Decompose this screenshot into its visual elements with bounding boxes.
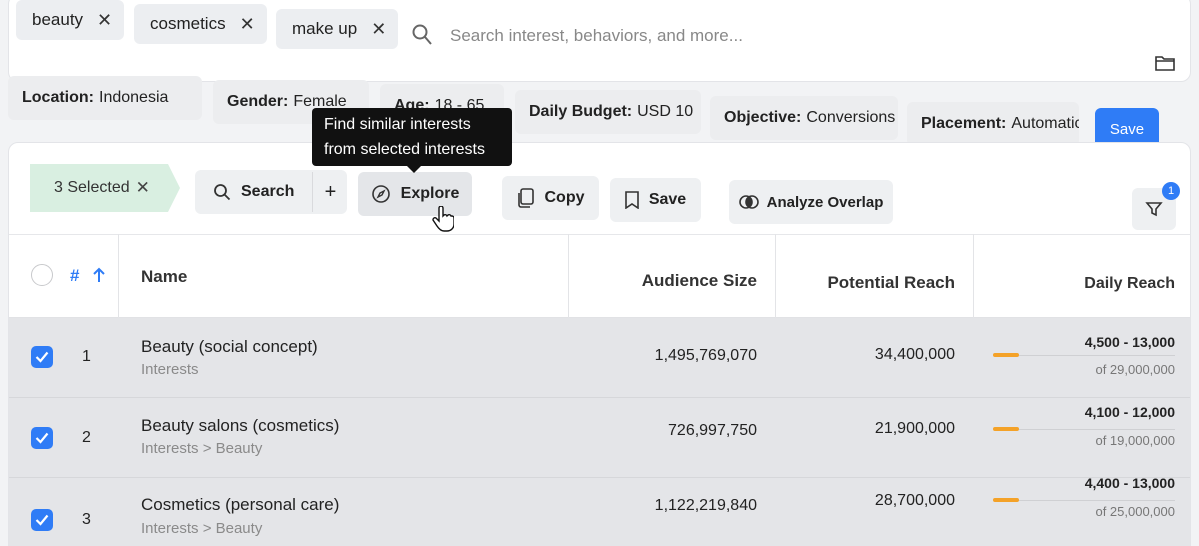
filter-count-badge: 1 bbox=[1162, 182, 1180, 200]
copy-icon bbox=[517, 188, 534, 208]
tag-label: make up bbox=[292, 19, 358, 38]
index-header-label: # bbox=[70, 266, 80, 285]
interest-path: Interests bbox=[141, 361, 199, 378]
chip-label: Objective: bbox=[724, 109, 802, 126]
chip-value: Automatic bbox=[1011, 115, 1079, 132]
potential-reach-value: 34,400,000 bbox=[874, 346, 955, 363]
row-index: 1 bbox=[82, 348, 91, 365]
close-icon[interactable]: ✕ bbox=[239, 13, 255, 34]
audience-size-value: 1,122,219,840 bbox=[654, 497, 757, 514]
search-button-label: Search bbox=[241, 183, 295, 200]
selected-count-chip[interactable]: 3 Selected ✕ bbox=[30, 164, 180, 212]
interest-path: Interests > Beauty bbox=[141, 520, 263, 537]
chip-label: Placement: bbox=[921, 115, 1007, 132]
select-all-checkbox[interactable] bbox=[31, 264, 53, 286]
checkmark-icon bbox=[35, 351, 49, 363]
interest-name[interactable]: Beauty salons (cosmetics) bbox=[141, 416, 340, 435]
copy-button-label: Copy bbox=[544, 189, 585, 206]
chip-value: USD 10 bbox=[637, 103, 694, 120]
index-column-header[interactable]: # bbox=[70, 266, 79, 286]
checkmark-icon bbox=[35, 514, 49, 526]
daily-reach-bar bbox=[993, 498, 1019, 502]
explore-button[interactable]: Explore bbox=[358, 172, 472, 216]
table-row[interactable] bbox=[9, 398, 1190, 478]
chip-label: Daily Budget: bbox=[529, 103, 633, 120]
chip-value: Indonesia bbox=[99, 89, 169, 106]
table-row[interactable] bbox=[9, 478, 1190, 546]
daily-reach-track bbox=[1015, 355, 1175, 356]
daily-reach-column-header[interactable]: Daily Reach bbox=[1084, 275, 1175, 292]
tag-make-up[interactable]: make up ✕ bbox=[276, 9, 399, 49]
daily-reach-total: of 25,000,000 bbox=[1095, 504, 1175, 519]
daily-reach-track bbox=[1015, 500, 1175, 501]
checkmark-icon bbox=[35, 432, 49, 444]
name-column-header[interactable]: Name bbox=[141, 267, 188, 286]
interest-name[interactable]: Beauty (social concept) bbox=[141, 337, 318, 356]
potential-reach-value: 28,700,000 bbox=[874, 492, 955, 509]
row-checkbox[interactable] bbox=[31, 427, 53, 449]
clear-selection-icon[interactable]: ✕ bbox=[135, 178, 150, 197]
filter-icon bbox=[1145, 202, 1163, 217]
placement-chip[interactable]: Placement: Automatic bbox=[907, 102, 1079, 146]
tag-label: beauty bbox=[32, 10, 84, 29]
tag-label: cosmetics bbox=[150, 14, 226, 33]
daily-reach-bar bbox=[993, 427, 1019, 431]
save-button[interactable]: Save bbox=[610, 178, 701, 222]
search-icon bbox=[214, 184, 231, 201]
plus-icon: + bbox=[324, 180, 337, 203]
table-header bbox=[9, 234, 1190, 318]
add-plus-button[interactable]: + bbox=[314, 170, 347, 214]
compass-icon bbox=[371, 185, 390, 203]
tooltip-line: from selected interests bbox=[324, 141, 485, 158]
objective-chip[interactable]: Objective: Conversions bbox=[710, 96, 898, 140]
interest-name[interactable]: Cosmetics (personal care) bbox=[141, 495, 340, 514]
potential-reach-value: 21,900,000 bbox=[874, 420, 955, 437]
search-icon bbox=[412, 24, 432, 45]
save-button-label: Save bbox=[648, 191, 687, 208]
daily-reach-bar bbox=[993, 353, 1019, 357]
row-index: 2 bbox=[82, 429, 91, 446]
chip-label: Location: bbox=[22, 89, 94, 106]
tag-beauty[interactable]: beauty ✕ bbox=[16, 0, 125, 40]
daily-reach-range: 4,400 - 13,000 bbox=[1084, 475, 1175, 491]
audience-size-value: 726,997,750 bbox=[668, 422, 757, 439]
close-icon[interactable]: ✕ bbox=[97, 9, 113, 30]
potential-reach-column-header[interactable]: Potential Reach bbox=[827, 273, 955, 292]
interest-path: Interests > Beauty bbox=[141, 440, 263, 457]
explore-tooltip: Find similar interests from selected int… bbox=[312, 108, 512, 166]
search-button[interactable]: Search bbox=[195, 170, 347, 214]
sort-ascending-icon[interactable] bbox=[93, 267, 105, 283]
row-index: 3 bbox=[82, 511, 91, 528]
analyze-overlap-label: Analyze Overlap bbox=[766, 193, 884, 211]
row-checkbox[interactable] bbox=[31, 509, 53, 531]
daily-reach-total: of 29,000,000 bbox=[1095, 362, 1175, 377]
tag-cosmetics[interactable]: cosmetics ✕ bbox=[134, 4, 267, 44]
search-input[interactable]: Search interest, behaviors, and more... bbox=[450, 26, 743, 45]
chip-value: Female bbox=[293, 93, 347, 110]
analyze-overlap-button[interactable]: Analyze Overlap bbox=[729, 180, 893, 224]
daily-reach-total: of 19,000,000 bbox=[1095, 433, 1175, 448]
folder-icon[interactable] bbox=[1155, 54, 1175, 72]
explore-button-label: Explore bbox=[400, 185, 460, 202]
location-chip[interactable]: Location: Indonesia bbox=[8, 76, 202, 120]
daily-budget-chip[interactable]: Daily Budget: USD 10 bbox=[515, 90, 701, 134]
audience-size-value: 1,495,769,070 bbox=[654, 347, 757, 364]
hand-pointer-cursor-icon bbox=[432, 206, 454, 232]
chip-label: Gender: bbox=[227, 93, 289, 110]
row-checkbox[interactable] bbox=[31, 346, 53, 368]
overlap-icon bbox=[738, 195, 759, 209]
divider bbox=[312, 172, 313, 212]
tooltip-arrow bbox=[406, 165, 422, 173]
daily-reach-range: 4,500 - 13,000 bbox=[1084, 334, 1175, 350]
close-icon[interactable]: ✕ bbox=[371, 18, 387, 39]
daily-reach-range: 4,100 - 12,000 bbox=[1084, 404, 1175, 420]
copy-button[interactable]: Copy bbox=[502, 176, 599, 220]
audience-size-column-header[interactable]: Audience Size bbox=[641, 271, 757, 290]
selected-count-label: 3 Selected bbox=[54, 179, 130, 196]
bookmark-icon bbox=[625, 191, 639, 209]
chip-value: Conversions bbox=[806, 109, 896, 126]
daily-reach-track bbox=[1015, 429, 1175, 430]
table-row[interactable] bbox=[9, 318, 1190, 398]
tooltip-line: Find similar interests bbox=[324, 116, 471, 133]
